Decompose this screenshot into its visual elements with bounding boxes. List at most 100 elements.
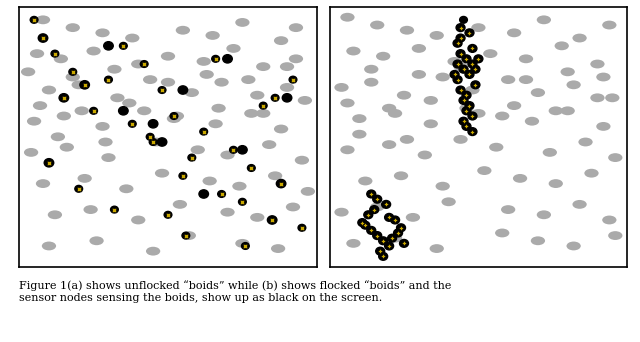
Ellipse shape <box>412 44 426 53</box>
Ellipse shape <box>137 106 151 115</box>
Circle shape <box>390 216 399 224</box>
Ellipse shape <box>232 182 246 190</box>
Circle shape <box>188 154 196 161</box>
Circle shape <box>450 70 459 78</box>
Ellipse shape <box>436 73 450 81</box>
Circle shape <box>364 211 372 219</box>
Circle shape <box>237 146 247 154</box>
Ellipse shape <box>298 96 312 105</box>
Ellipse shape <box>531 236 545 245</box>
Circle shape <box>69 68 77 75</box>
Circle shape <box>367 226 376 234</box>
Ellipse shape <box>471 109 486 118</box>
Circle shape <box>468 128 477 135</box>
Ellipse shape <box>182 231 196 240</box>
Ellipse shape <box>370 21 385 29</box>
Ellipse shape <box>412 70 426 79</box>
Ellipse shape <box>471 23 486 32</box>
Ellipse shape <box>561 106 575 115</box>
Ellipse shape <box>220 150 235 159</box>
Circle shape <box>268 216 277 224</box>
Circle shape <box>147 133 154 140</box>
Ellipse shape <box>543 148 557 157</box>
Ellipse shape <box>108 65 122 74</box>
Circle shape <box>44 159 54 167</box>
Ellipse shape <box>173 200 187 209</box>
Ellipse shape <box>57 111 71 120</box>
Ellipse shape <box>66 23 80 32</box>
Circle shape <box>289 76 297 83</box>
Ellipse shape <box>537 15 551 24</box>
Ellipse shape <box>579 137 593 146</box>
Circle shape <box>129 120 136 127</box>
Circle shape <box>140 61 148 67</box>
Ellipse shape <box>250 91 264 100</box>
Ellipse shape <box>596 73 611 81</box>
Ellipse shape <box>274 124 288 133</box>
Ellipse shape <box>513 174 527 183</box>
Ellipse shape <box>101 153 116 162</box>
Circle shape <box>149 139 157 145</box>
Circle shape <box>182 232 189 239</box>
Ellipse shape <box>566 80 580 89</box>
Ellipse shape <box>236 18 250 27</box>
Ellipse shape <box>241 75 255 84</box>
Circle shape <box>459 65 468 73</box>
Circle shape <box>80 81 90 89</box>
Circle shape <box>370 206 379 213</box>
Ellipse shape <box>388 234 402 242</box>
Circle shape <box>75 185 83 192</box>
Ellipse shape <box>465 86 479 94</box>
Ellipse shape <box>176 26 190 35</box>
Ellipse shape <box>289 23 303 32</box>
Ellipse shape <box>397 91 411 100</box>
Ellipse shape <box>572 34 587 42</box>
Circle shape <box>397 224 406 232</box>
Ellipse shape <box>525 117 539 126</box>
Ellipse shape <box>394 171 408 180</box>
Ellipse shape <box>501 75 515 84</box>
Ellipse shape <box>447 57 461 66</box>
Ellipse shape <box>185 88 199 97</box>
Circle shape <box>462 107 471 115</box>
Circle shape <box>379 237 388 245</box>
Ellipse shape <box>453 62 468 71</box>
Ellipse shape <box>36 179 50 188</box>
Ellipse shape <box>36 15 50 24</box>
Ellipse shape <box>274 36 288 45</box>
Ellipse shape <box>205 31 220 40</box>
Circle shape <box>462 122 471 130</box>
Circle shape <box>120 42 127 49</box>
Ellipse shape <box>352 130 367 139</box>
Ellipse shape <box>119 184 134 193</box>
Ellipse shape <box>244 109 259 118</box>
Ellipse shape <box>262 140 276 149</box>
Ellipse shape <box>227 44 241 53</box>
Ellipse shape <box>51 132 65 141</box>
Ellipse shape <box>596 122 611 131</box>
Ellipse shape <box>340 98 355 107</box>
Circle shape <box>361 221 370 229</box>
Ellipse shape <box>605 93 620 102</box>
Ellipse shape <box>436 182 450 190</box>
Ellipse shape <box>280 83 294 92</box>
Ellipse shape <box>211 104 226 113</box>
Ellipse shape <box>358 176 372 185</box>
Ellipse shape <box>131 215 145 224</box>
Ellipse shape <box>608 153 623 162</box>
Circle shape <box>282 94 292 102</box>
Ellipse shape <box>555 41 569 50</box>
Circle shape <box>39 35 47 41</box>
Circle shape <box>157 138 167 146</box>
Ellipse shape <box>424 96 438 105</box>
Ellipse shape <box>382 140 396 149</box>
Ellipse shape <box>566 241 580 250</box>
Circle shape <box>381 200 390 208</box>
Ellipse shape <box>489 143 504 152</box>
Ellipse shape <box>42 241 56 250</box>
Circle shape <box>453 60 462 68</box>
Circle shape <box>462 55 471 63</box>
Ellipse shape <box>608 231 623 240</box>
Ellipse shape <box>236 239 250 248</box>
Ellipse shape <box>590 93 605 102</box>
